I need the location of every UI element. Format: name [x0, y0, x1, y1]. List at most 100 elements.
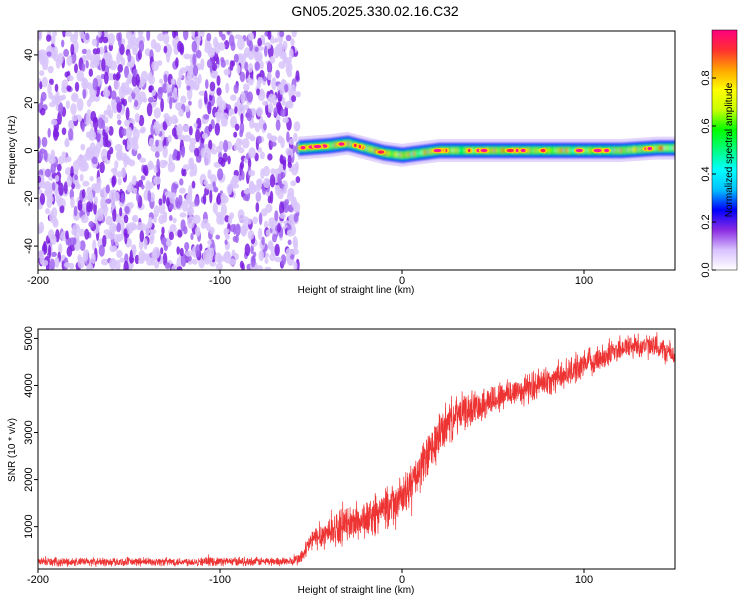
signal-cell: [373, 148, 376, 153]
signal-peak: [520, 148, 526, 153]
noise-cell: [234, 106, 238, 114]
noise-cell: [179, 212, 187, 218]
noise-cell: [288, 48, 294, 60]
y-tick-label: 1000: [23, 514, 35, 538]
noise-cell: [173, 183, 179, 189]
noise-cell: [212, 62, 217, 72]
signal-cell: [388, 151, 390, 156]
noise-cell: [169, 192, 176, 205]
signal-peak: [300, 146, 306, 150]
signal-cell: [635, 147, 638, 152]
noise-cell: [175, 102, 182, 111]
noise-cell: [81, 48, 88, 55]
noise-cell: [192, 65, 199, 77]
noise-cell: [259, 60, 264, 70]
noise-cell: [205, 183, 212, 190]
signal-cell: [371, 147, 373, 152]
noise-cell: [103, 206, 108, 217]
signal-cell: [548, 148, 550, 153]
signal-cell: [628, 147, 630, 153]
signal-cell: [624, 148, 627, 153]
signal-cell: [624, 148, 626, 153]
noise-cell: [229, 60, 234, 71]
noise-cell: [167, 161, 176, 173]
signal-cell: [630, 147, 632, 152]
noise-cell: [202, 193, 207, 205]
signal-cell: [464, 148, 467, 153]
signal-cell: [372, 147, 374, 152]
noise-cell: [127, 73, 132, 83]
noise-cell: [108, 230, 116, 240]
noise-cell: [69, 262, 75, 270]
noise-cell: [77, 199, 83, 211]
spectrogram-y-label: Frequency (Hz): [7, 116, 18, 185]
noise-cell: [175, 57, 179, 68]
noise-cell: [282, 159, 287, 171]
noise-cell: [207, 101, 212, 115]
signal-cell: [563, 148, 565, 153]
signal-cell: [564, 148, 566, 153]
signal-cell: [569, 148, 571, 153]
noise-cell: [176, 246, 180, 255]
noise-cell: [46, 197, 53, 209]
noise-cell: [212, 36, 219, 48]
noise-cell: [287, 154, 292, 166]
noise-cell: [274, 256, 282, 263]
noise-cell: [119, 257, 125, 263]
noise-cell: [88, 190, 94, 204]
noise-cell: [110, 90, 117, 100]
noise-cell: [126, 137, 135, 149]
noise-cell: [242, 83, 250, 91]
noise-cell: [254, 61, 261, 71]
noise-cell: [112, 73, 117, 81]
noise-cell: [86, 49, 92, 61]
noise-cell: [148, 137, 155, 147]
noise-cell: [204, 42, 212, 49]
noise-cell: [77, 256, 85, 269]
noise-cell: [209, 226, 215, 235]
signal-cell: [400, 152, 402, 158]
noise-cell: [62, 31, 67, 38]
signal-cell: [450, 148, 452, 153]
signal-cell: [667, 146, 669, 151]
noise-cell: [242, 195, 249, 201]
noise-cell: [89, 61, 98, 69]
signal-cell: [370, 147, 372, 152]
noise-cell: [38, 188, 43, 195]
noise-cell: [68, 120, 73, 128]
noise-cell: [214, 111, 222, 119]
noise-cell: [225, 59, 230, 66]
signal-cell: [454, 148, 457, 153]
noise-cell: [86, 201, 92, 213]
signal-cell: [658, 146, 660, 151]
noise-cell: [111, 198, 116, 210]
noise-cell: [240, 161, 245, 170]
signal-cell: [330, 143, 332, 148]
noise-cell: [116, 235, 122, 243]
noise-cell: [197, 73, 202, 84]
noise-cell: [74, 63, 78, 74]
noise-cell: [207, 240, 212, 246]
noise-cell: [111, 175, 117, 186]
noise-cell: [214, 252, 222, 263]
noise-cell: [195, 49, 202, 59]
noise-cell: [223, 68, 231, 76]
signal-cell: [331, 143, 334, 148]
noise-cell: [282, 117, 289, 124]
noise-cell: [290, 180, 297, 187]
signal-cell: [415, 151, 417, 156]
noise-cell: [184, 250, 193, 257]
noise-cell: [172, 217, 177, 224]
noise-cell: [132, 215, 137, 222]
noise-cell: [65, 100, 70, 109]
noise-cell: [146, 102, 153, 117]
noise-cell: [208, 139, 213, 150]
noise-cell: [88, 68, 94, 77]
noise-cell: [85, 60, 89, 69]
noise-cell: [218, 156, 224, 165]
noise-cell: [147, 181, 154, 189]
signal-cell: [620, 148, 622, 153]
signal-cell: [391, 151, 393, 156]
noise-cell: [251, 108, 256, 115]
signal-cell: [346, 141, 348, 146]
